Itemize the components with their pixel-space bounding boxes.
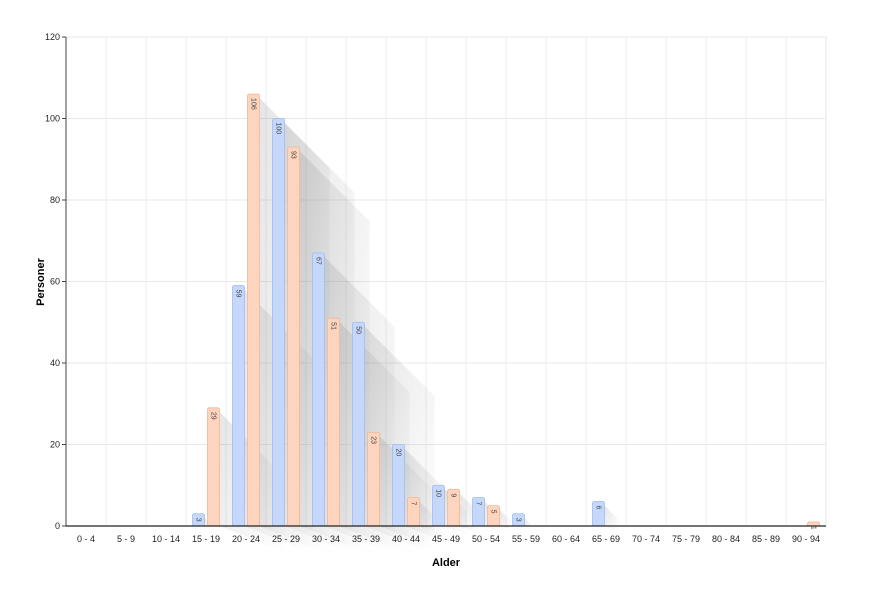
- x-axis-title: Alder: [432, 557, 461, 569]
- y-tick-label: 100: [45, 114, 60, 124]
- x-tick-label: 90 - 94: [792, 534, 820, 544]
- bar: [592, 501, 605, 527]
- bar-value-label: 51: [330, 322, 337, 330]
- bar-value-label: 59: [235, 290, 242, 298]
- bars: [192, 93, 820, 527]
- bar: [287, 146, 300, 527]
- bar: [392, 444, 405, 527]
- y-tick-label: 60: [50, 277, 60, 287]
- x-tick-label: 10 - 14: [152, 534, 180, 544]
- x-tick-label: 65 - 69: [592, 534, 620, 544]
- bar: [352, 321, 365, 527]
- bar: [407, 497, 420, 527]
- bar: [512, 513, 525, 527]
- x-tick-label: 35 - 39: [352, 534, 380, 544]
- y-axis-title: Personer: [35, 257, 47, 305]
- y-tick-label: 80: [50, 195, 60, 205]
- bar-value-label: 3: [515, 518, 522, 522]
- x-tick-labels: 0 - 4 5 - 9 10 - 14 15 - 19 20 - 24 25 - 29 30…: [77, 534, 820, 544]
- x-tick-label: 30 - 34: [312, 534, 340, 544]
- axes: [62, 36, 826, 527]
- bar: [472, 497, 485, 527]
- y-tick-label: 20: [50, 440, 60, 450]
- bar: [327, 317, 340, 527]
- bar: [807, 521, 820, 527]
- bar-value-label: 5: [490, 510, 497, 514]
- y-tick-label: 0: [55, 521, 60, 531]
- bar-value-label: 20: [395, 449, 402, 457]
- bar: [207, 407, 220, 527]
- bar: [312, 252, 325, 527]
- y-tick-label: 120: [45, 32, 60, 42]
- bar: [487, 505, 500, 527]
- bar-value-label: 106: [250, 98, 257, 110]
- bar-value-label: 67: [315, 257, 322, 265]
- bar-value-label: 93: [290, 151, 297, 159]
- grid: [65, 36, 827, 527]
- bar-value-label: 1: [810, 526, 817, 530]
- x-tick-label: 60 - 64: [552, 534, 580, 544]
- bar-shadow: [499, 509, 511, 531]
- x-tick-label: 25 - 29: [272, 534, 300, 544]
- bar-shadow: [419, 501, 436, 533]
- bar: [232, 285, 245, 527]
- bar: [247, 93, 260, 527]
- x-tick-label: 15 - 19: [192, 534, 220, 544]
- x-tick-label: 50 - 54: [472, 534, 500, 544]
- bar-value-label: 10: [435, 489, 442, 497]
- bar: [432, 484, 445, 527]
- bar-value-label: 29: [210, 412, 217, 420]
- bar-value-label: 50: [355, 326, 362, 334]
- x-tick-label: 85 - 89: [752, 534, 780, 544]
- bar-value-label: 23: [370, 436, 377, 444]
- x-tick-label: 80 - 84: [712, 534, 740, 544]
- bar-shadow: [604, 505, 618, 532]
- bar-value-label: 9: [450, 493, 457, 497]
- x-tick-label: 75 - 79: [672, 534, 700, 544]
- bar: [272, 118, 285, 527]
- x-tick-label: 45 - 49: [432, 534, 460, 544]
- bar-shadow: [524, 517, 532, 529]
- x-tick-label: 70 - 74: [632, 534, 660, 544]
- x-tick-label: 5 - 9: [117, 534, 135, 544]
- x-tick-label: 40 - 44: [392, 534, 420, 544]
- bar: [447, 488, 460, 527]
- x-tick-label: 20 - 24: [232, 534, 260, 544]
- bar: [192, 513, 205, 527]
- bar-value-label: 100: [275, 123, 282, 135]
- y-tick-label: 40: [50, 358, 60, 368]
- x-tick-label: 0 - 4: [77, 534, 95, 544]
- bar-value-label: 7: [475, 501, 482, 505]
- y-tick-labels: 0 20 40 60 80 100 120: [45, 32, 60, 531]
- bar-value-label: 7: [410, 501, 417, 505]
- bar-value-label: 6: [595, 506, 602, 510]
- x-tick-label: 55 - 59: [512, 534, 540, 544]
- bar-value-label: 3: [195, 518, 202, 522]
- bar: [367, 431, 380, 527]
